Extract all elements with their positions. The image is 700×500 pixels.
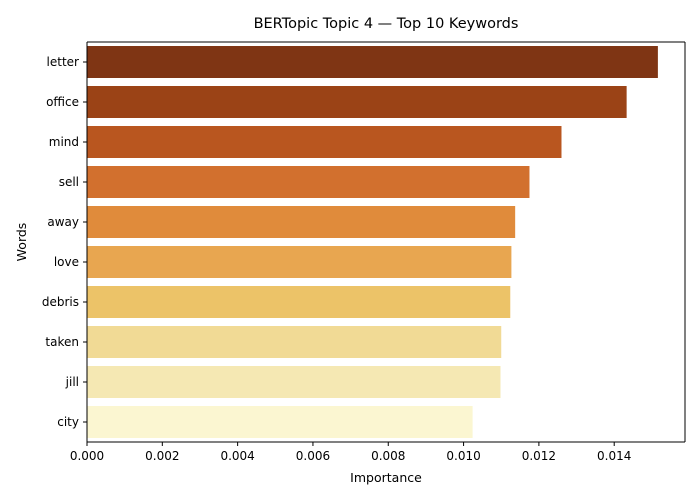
axes-layer bbox=[86, 41, 686, 443]
bar-letter bbox=[87, 46, 658, 78]
bar-taken bbox=[87, 326, 502, 358]
bar-debris bbox=[87, 286, 511, 318]
chart-title: BERTopic Topic 4 — Top 10 Keywords bbox=[254, 16, 519, 32]
y-tick-label: city bbox=[57, 415, 79, 429]
y-tick-label: sell bbox=[59, 175, 79, 189]
y-tick-label: office bbox=[46, 95, 79, 109]
y-tick-label: taken bbox=[45, 335, 79, 349]
y-tick-label: debris bbox=[42, 295, 79, 309]
x-tick-label: 0.002 bbox=[145, 449, 179, 463]
y-tick-label: mind bbox=[49, 135, 79, 149]
x-axis-label: Importance bbox=[350, 470, 422, 485]
x-tick-label: 0.014 bbox=[597, 449, 631, 463]
bar-sell bbox=[87, 166, 530, 198]
y-tick-label: letter bbox=[47, 55, 80, 69]
y-axis-label: Words bbox=[14, 223, 29, 262]
x-tick-label: 0.012 bbox=[522, 449, 556, 463]
x-tick-label: 0.010 bbox=[446, 449, 480, 463]
x-tick-label: 0.000 bbox=[70, 449, 104, 463]
bars-layer bbox=[87, 46, 658, 438]
y-tick-label: away bbox=[47, 215, 79, 229]
bar-jill bbox=[87, 366, 501, 398]
x-tick-label: 0.006 bbox=[296, 449, 330, 463]
y-tick-label: love bbox=[54, 255, 79, 269]
x-ticks: 0.000 0.002 0.004 0.006 0.008 0.010 0.012 0.014 bbox=[70, 442, 631, 463]
bar-love bbox=[87, 246, 512, 278]
y-ticks: letter office mind sell away love debris taken j… bbox=[42, 55, 87, 429]
y-tick-label: jill bbox=[65, 375, 79, 389]
bar-away bbox=[87, 206, 516, 238]
bar-office bbox=[87, 86, 627, 118]
x-tick-label: 0.004 bbox=[220, 449, 254, 463]
bar-city bbox=[87, 406, 473, 438]
bar-mind bbox=[87, 126, 562, 158]
x-tick-label: 0.008 bbox=[371, 449, 405, 463]
